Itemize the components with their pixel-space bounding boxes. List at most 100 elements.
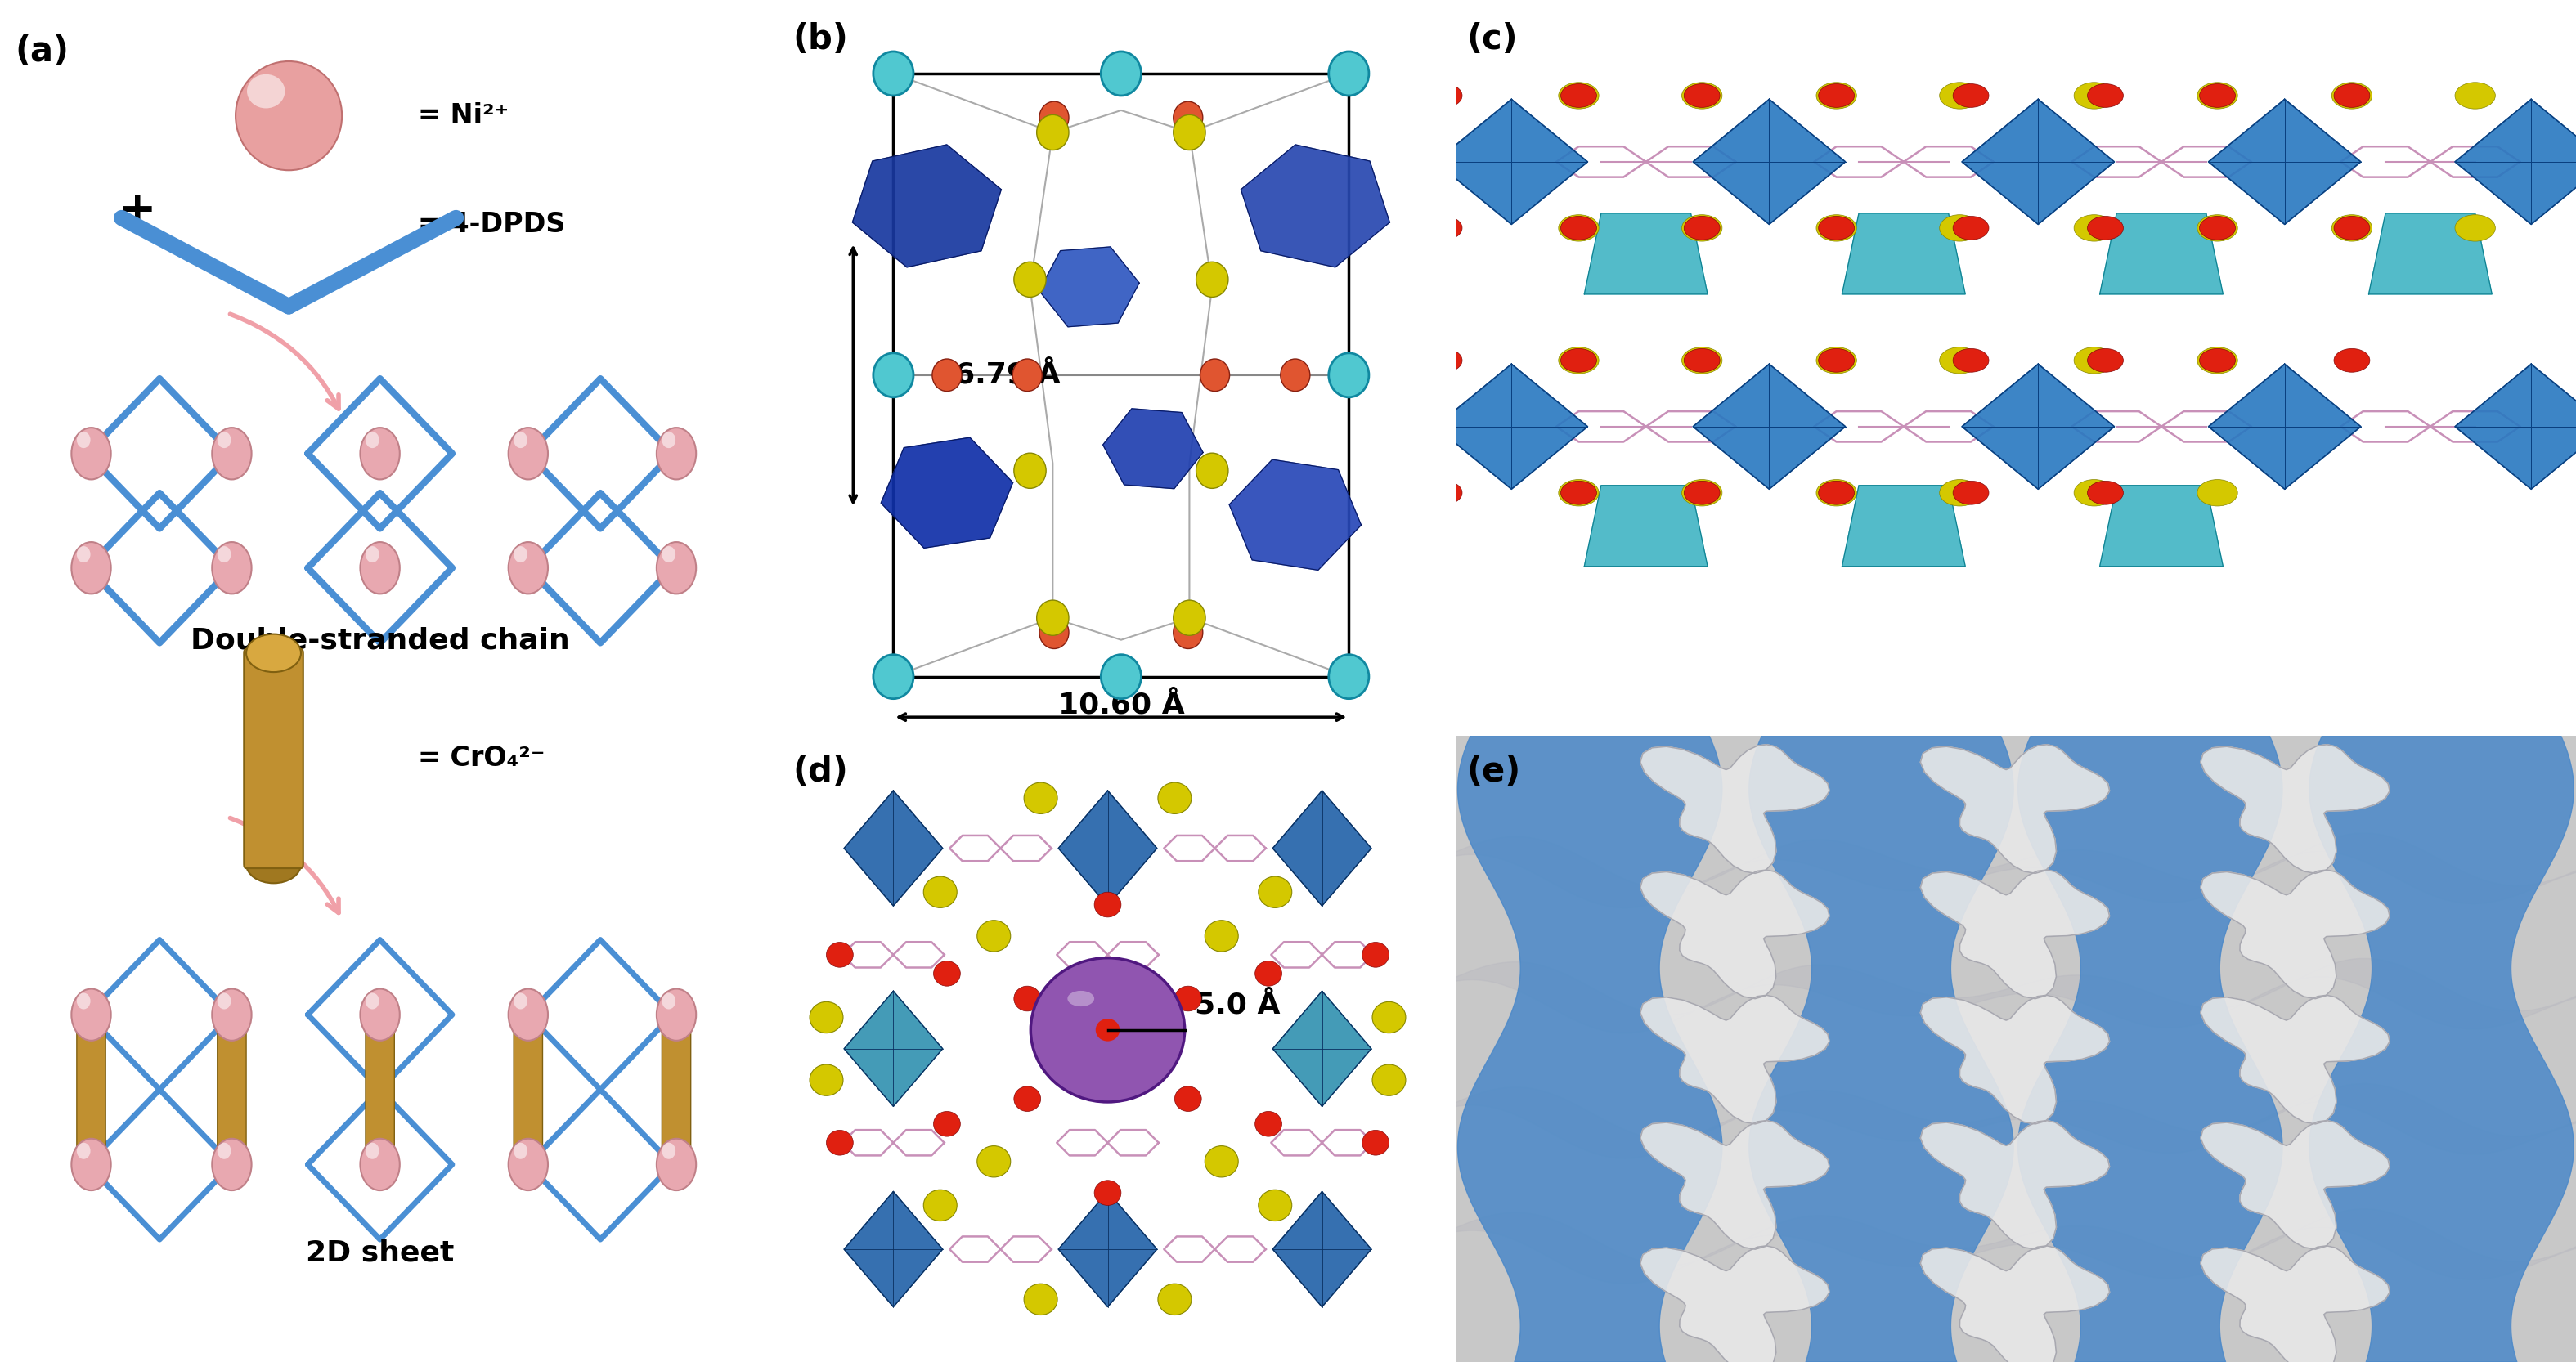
Text: 10.60 Å: 10.60 Å [1059,692,1185,719]
Text: (d): (d) [793,755,848,789]
Circle shape [1953,349,1989,372]
FancyBboxPatch shape [366,1022,394,1158]
Circle shape [1940,347,1981,373]
Ellipse shape [513,432,528,448]
Circle shape [1255,962,1283,986]
Polygon shape [2455,364,2576,489]
Text: (b): (b) [793,22,848,56]
Polygon shape [845,992,943,1106]
Circle shape [1195,454,1229,489]
Circle shape [1036,601,1069,636]
Polygon shape [1692,364,1844,489]
Circle shape [2455,82,2496,109]
Circle shape [1373,1065,1406,1095]
Polygon shape [2200,996,2391,1124]
Circle shape [2334,84,2370,108]
Circle shape [1015,262,1046,297]
Ellipse shape [216,993,232,1009]
Ellipse shape [366,1143,379,1159]
Circle shape [1427,84,1463,108]
Circle shape [1561,349,1597,372]
Circle shape [1682,215,1723,241]
Ellipse shape [216,546,232,563]
Circle shape [1206,1145,1239,1177]
Polygon shape [1458,735,1723,1362]
Circle shape [2197,215,2239,241]
Circle shape [2087,217,2123,240]
Polygon shape [2017,735,2282,1362]
Ellipse shape [234,61,343,170]
Polygon shape [2455,99,2576,225]
Circle shape [1159,1283,1190,1316]
Polygon shape [1641,870,1829,998]
Ellipse shape [515,1141,541,1167]
Circle shape [1816,82,1857,109]
Ellipse shape [665,1141,688,1167]
Circle shape [2200,217,2236,240]
Circle shape [827,1130,853,1155]
Circle shape [1685,349,1721,372]
Circle shape [1373,1002,1406,1032]
Polygon shape [1273,992,1370,1106]
Circle shape [1427,217,1463,240]
Circle shape [1819,217,1855,240]
Circle shape [809,1002,842,1032]
Polygon shape [845,790,943,906]
Circle shape [1685,84,1721,108]
Polygon shape [1842,485,1965,567]
Polygon shape [1435,99,1587,225]
Circle shape [933,360,961,391]
Circle shape [1172,617,1203,648]
Text: +: + [118,189,155,233]
Circle shape [1100,655,1141,699]
Circle shape [1206,921,1239,952]
Text: (c): (c) [1466,22,1517,56]
Circle shape [2197,82,2239,109]
Circle shape [1561,84,1597,108]
Polygon shape [1435,364,1587,489]
Circle shape [1280,360,1311,391]
Polygon shape [1922,870,2110,998]
Circle shape [1038,102,1069,133]
Polygon shape [1641,745,1829,873]
Circle shape [2074,215,2115,241]
Ellipse shape [368,1141,392,1167]
Text: Double-stranded chain: Double-stranded chain [191,627,569,654]
FancyBboxPatch shape [513,1022,544,1158]
Circle shape [1558,82,1600,109]
Ellipse shape [77,1143,90,1159]
Polygon shape [1059,1192,1157,1308]
Polygon shape [2308,735,2573,1362]
Ellipse shape [72,542,111,594]
Ellipse shape [80,1141,103,1167]
Circle shape [1329,52,1368,95]
FancyBboxPatch shape [245,650,304,869]
Text: 5.0 Å: 5.0 Å [1195,992,1280,1019]
Circle shape [1015,1087,1041,1111]
Polygon shape [1963,99,2115,225]
Text: (a): (a) [15,34,70,68]
Ellipse shape [1066,990,1095,1007]
Ellipse shape [247,635,301,671]
Circle shape [1172,114,1206,150]
Circle shape [1558,479,1600,507]
Circle shape [1172,601,1206,636]
Circle shape [873,52,914,95]
Polygon shape [1692,99,1844,225]
Ellipse shape [657,542,696,594]
Polygon shape [1749,735,2014,1362]
Polygon shape [1922,1121,2110,1249]
Circle shape [2334,349,2370,372]
Circle shape [1953,481,1989,504]
Circle shape [1195,262,1229,297]
Polygon shape [2200,1121,2391,1249]
Ellipse shape [507,542,549,594]
Ellipse shape [665,1012,688,1038]
Circle shape [1819,481,1855,504]
Circle shape [1255,1111,1283,1136]
Ellipse shape [72,1139,111,1190]
Ellipse shape [219,1141,245,1167]
Circle shape [1427,349,1463,372]
Circle shape [2331,215,2372,241]
Ellipse shape [211,428,252,479]
